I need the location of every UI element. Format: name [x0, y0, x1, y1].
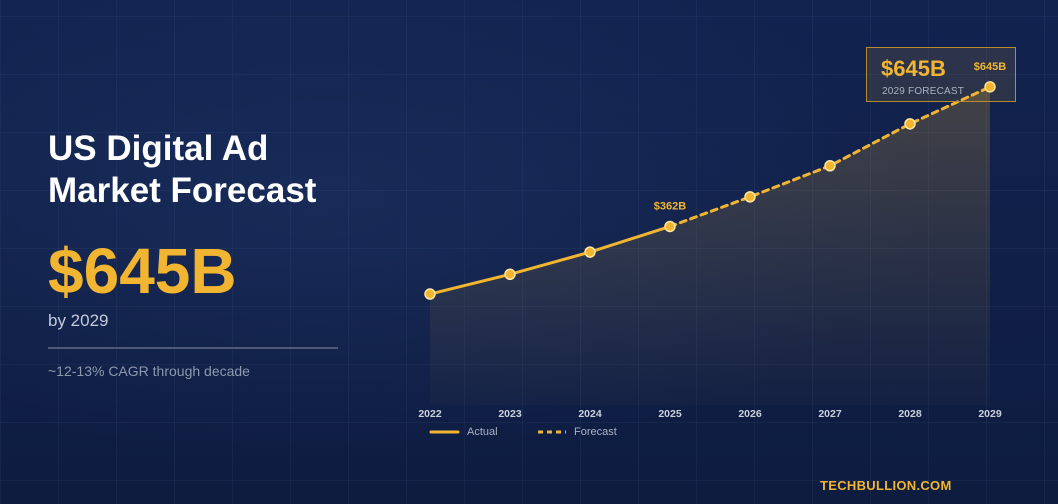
legend-label-actual: Actual — [467, 426, 498, 438]
data-label-2029: $645B — [974, 61, 1006, 73]
x-tick-label-2025: 2025 — [658, 408, 682, 420]
x-tick-label-2022: 2022 — [418, 408, 442, 420]
forecast-callout: $645B 2029 FORECAST — [866, 47, 1016, 102]
headline-value: $645B — [48, 235, 237, 307]
data-point-2022 — [424, 288, 436, 300]
value-year: by 2029 — [48, 311, 109, 330]
data-point-2024 — [584, 246, 596, 258]
data-point-2029 — [984, 81, 996, 93]
data-label-2025: $362B — [654, 200, 686, 212]
x-tick-label-2024: 2024 — [578, 408, 602, 420]
callout-value: $645B — [881, 56, 946, 81]
divider — [48, 347, 338, 349]
series-line-actual — [428, 224, 672, 296]
cagr-note: ~12-13% CAGR through decade — [48, 363, 250, 379]
data-point-2026 — [744, 191, 756, 203]
x-tick-label-2026: 2026 — [738, 408, 762, 420]
data-point-2028 — [904, 118, 916, 130]
data-point-2027 — [824, 160, 836, 172]
area-fill — [430, 86, 990, 406]
legend-label-forecast: Forecast — [574, 426, 617, 438]
x-tick-label-2028: 2028 — [898, 408, 922, 420]
brand-logo-text: TECHBULLION.COM — [820, 478, 952, 493]
headline: US Digital Ad Market Forecast — [48, 129, 317, 210]
callout-label: 2029 FORECAST — [882, 86, 965, 97]
x-tick-label-2029: 2029 — [978, 408, 1002, 420]
x-tick-label-2023: 2023 — [498, 408, 522, 420]
data-point-2025 — [664, 220, 676, 233]
data-point-2023 — [504, 268, 516, 281]
x-tick-label-2027: 2027 — [818, 408, 842, 420]
